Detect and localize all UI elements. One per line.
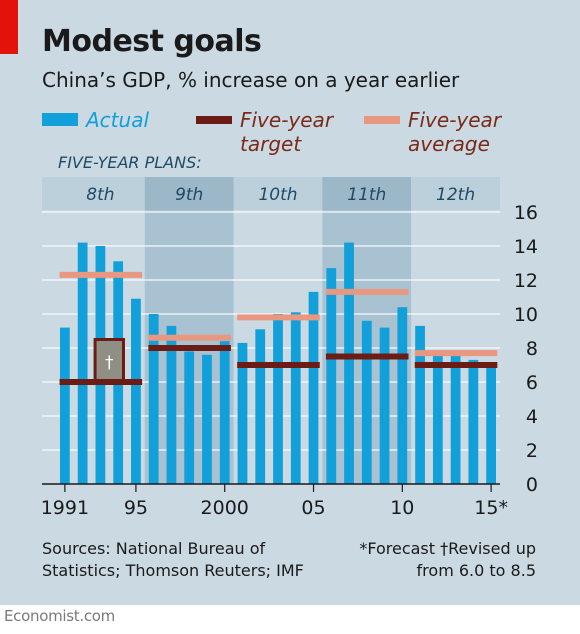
x-tick-label-2010: 10 — [390, 497, 414, 519]
legend-swatch-target — [196, 116, 232, 124]
bar-1999 — [202, 354, 212, 484]
bar-1996 — [148, 314, 159, 484]
x-tick-label-2000: 2000 — [201, 497, 249, 519]
brand-logo-text: Economist.com — [4, 607, 115, 625]
plan-label-9th: 9th — [175, 185, 203, 205]
bar-2008 — [361, 320, 372, 484]
bar-1997 — [166, 325, 177, 484]
x-tick-label-2015: 15* — [474, 497, 508, 519]
sources-line2: Statistics; Thomson Reuters; IMF — [42, 561, 304, 580]
y-tick-label-14: 14 — [514, 236, 538, 258]
revised-target-box — [93, 338, 125, 384]
plan-band-header-12th — [411, 177, 500, 210]
plan-band-header-11th — [322, 177, 412, 210]
x-tick-label-1991: 1991 — [41, 497, 89, 519]
bar-1992 — [77, 242, 88, 484]
plans-heading: FIVE-YEAR PLANS: — [58, 153, 202, 172]
gdp-chart: † 0 2 4 6 8 10 12 14 16 1991 95 2000 05 10 15* FIVE-YE… — [41, 153, 538, 519]
bar-2000 — [219, 341, 230, 484]
plan-band-header-9th — [144, 177, 234, 210]
bar-2015 — [486, 365, 497, 484]
legend-swatch-actual — [42, 113, 78, 126]
y-tick-label-0: 0 — [526, 474, 538, 496]
bar-2003 — [273, 314, 283, 484]
plan-band-header-10th — [233, 177, 323, 210]
axes: 0 2 4 6 8 10 12 14 16 1991 95 2000 05 10 15* — [41, 202, 538, 519]
legend-average-line1: Five-year — [408, 108, 502, 132]
plan-label-12th: 12th — [436, 185, 475, 205]
sources-line1: Sources: National Bureau of — [42, 539, 266, 558]
y-tick-label-6: 6 — [526, 372, 538, 394]
plan-labels: FIVE-YEAR PLANS: 8th 9th 10th 11th 12th — [58, 153, 475, 205]
legend-swatch-average — [364, 116, 400, 124]
revised-target-box: † — [93, 338, 125, 384]
sources-note: Sources: National Bureau of Statistics; … — [42, 538, 304, 582]
legend-label-actual: Actual — [86, 108, 150, 132]
y-tick-label-10: 10 — [514, 304, 538, 326]
plan-label-11th: 11th — [347, 185, 386, 205]
forecast-note-line1: *Forecast †Revised up — [359, 539, 536, 558]
bar-2005 — [308, 291, 319, 484]
bar-2006 — [326, 268, 337, 484]
bar-2004 — [290, 312, 301, 484]
plan-bands — [42, 177, 500, 484]
bar-1995 — [131, 298, 141, 484]
x-tick-label-2005: 05 — [301, 497, 325, 519]
x-tick-label-1995: 95 — [124, 497, 148, 519]
plan-label-10th: 10th — [258, 185, 297, 205]
bar-2014 — [468, 359, 479, 484]
legend-label-target: Five-year target — [240, 108, 333, 156]
forecast-note-line2: from 6.0 to 8.5 — [416, 561, 536, 580]
y-tick-label-12: 12 — [514, 270, 538, 292]
bar-2002 — [255, 329, 266, 484]
bar-2011 — [415, 325, 425, 484]
bar-2012 — [432, 353, 443, 484]
brand-red-tag — [0, 0, 18, 54]
plan-band-8th — [42, 177, 145, 484]
plan-label-8th: 8th — [86, 185, 114, 205]
bar-2010 — [397, 307, 408, 484]
revised-marker: † — [105, 353, 114, 373]
y-tick-label-8: 8 — [526, 338, 538, 360]
plan-band-header-8th — [42, 177, 145, 210]
y-tick-label-16: 16 — [514, 202, 538, 224]
chart-title: Modest goals — [42, 24, 262, 59]
chart-subtitle: China’s GDP, % increase on a year earlie… — [42, 68, 460, 92]
legend-average-line2: average — [408, 132, 490, 156]
plan-lines — [59, 271, 498, 385]
bar-2007 — [344, 242, 354, 484]
bar-2013 — [450, 353, 461, 484]
y-tick-label-2: 2 — [526, 440, 538, 462]
bar-1998 — [184, 351, 195, 484]
legend-target-line2: target — [240, 132, 302, 156]
bar-1991 — [59, 327, 70, 484]
y-tick-label-4: 4 — [526, 406, 538, 428]
bar-2001 — [237, 342, 248, 484]
bar-2009 — [379, 327, 390, 484]
legend-label-average: Five-year average — [408, 108, 501, 156]
legend-target-line1: Five-year — [240, 108, 334, 132]
